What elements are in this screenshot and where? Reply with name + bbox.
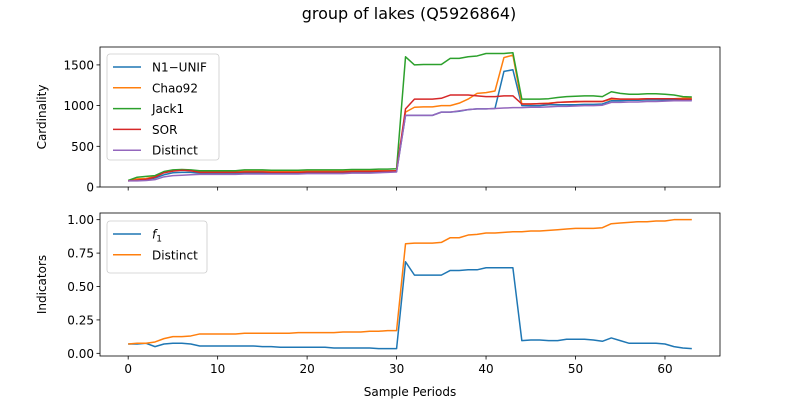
axes-frame-2 — [99, 212, 721, 357]
y-tick-label: 1.00 — [67, 213, 94, 227]
y-tick-label: 1500 — [63, 58, 94, 72]
y-tick-label: 1000 — [63, 99, 94, 113]
legend-label-2-2: Distinct — [152, 248, 198, 262]
y-tick-label: 0.50 — [67, 280, 94, 294]
legend-label-1-3: Jack1 — [151, 102, 184, 116]
x-tick-label: 50 — [568, 362, 583, 376]
y-axis-label-1: Cardinality — [35, 85, 49, 150]
x-tick-label: 0 — [124, 362, 132, 376]
legend-label-2-1: f1 — [152, 228, 162, 245]
legend-label-1-5: Distinct — [152, 144, 198, 158]
legend-box-2 — [106, 220, 208, 274]
y-axis-label-2: Indicators — [35, 255, 49, 314]
series-line-1-3 — [127, 51, 692, 182]
series-line-1-5 — [128, 99, 692, 182]
y-tick-label: 0.25 — [67, 313, 94, 327]
x-tick-label: 10 — [210, 362, 225, 376]
y-tick-label: 0 — [86, 181, 94, 195]
x-axis-label-2: Sample Periods — [364, 385, 456, 399]
x-tick-label: 20 — [299, 362, 314, 376]
x-tick-label: 30 — [389, 362, 404, 376]
legend-label-1-1: N1−UNIF — [152, 61, 207, 75]
axes-frame-1 — [99, 46, 721, 188]
y-tick-label: 500 — [71, 140, 94, 154]
chart-panel-1: 0 500 1000 1500 Cardinality N1−UNIF Chao92 Jack… — [35, 46, 721, 195]
series-line-1-4 — [128, 94, 692, 182]
x-tick-label: 60 — [657, 362, 672, 376]
y-tick-label: 0.00 — [67, 347, 94, 361]
plots: 050010001500CardinalityN1−UNIFChao92Jack… — [35, 46, 721, 399]
chart-panel-2: 0 10 20 30 40 50 60 0.00 0.25 0.50 0.75 1.00 Indicat… — [35, 212, 721, 399]
legend-1: N1−UNIF Chao92 Jack1 SOR Distinct — [106, 53, 220, 161]
figure-title: group of lakes (Q5926864) — [302, 4, 517, 23]
y-tick-label: 0.75 — [67, 247, 94, 261]
x-tick-label: 40 — [478, 362, 493, 376]
legend-label-1-4: SOR — [152, 123, 177, 137]
legend-box-1 — [106, 53, 220, 161]
legend-label-1-2: Chao92 — [152, 81, 198, 95]
legend-2: f1 Distinct — [106, 220, 208, 274]
series-line-2-2 — [128, 218, 692, 345]
series-line-2-1 — [128, 261, 692, 350]
